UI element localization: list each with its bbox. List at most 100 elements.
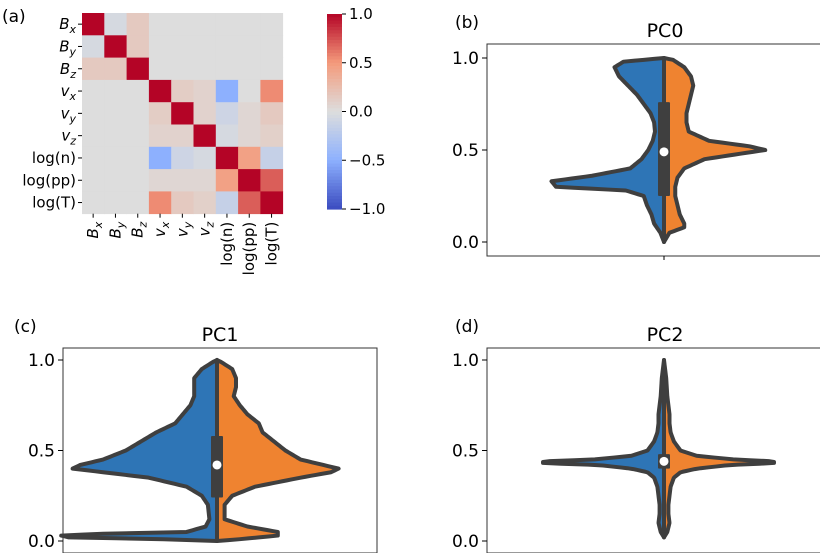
heatmap-cell bbox=[260, 102, 284, 125]
violin-panel-pc0: PC0 0.0 0.5 1.0 bbox=[452, 20, 820, 260]
heatmap-cell bbox=[260, 35, 284, 58]
colorbar-segment bbox=[327, 173, 342, 178]
heatmap-cell bbox=[260, 57, 284, 81]
heatmap-ytick-label: Bz bbox=[60, 60, 76, 81]
colorbar-tick-label: −0.5 bbox=[349, 151, 385, 169]
colorbar-segment bbox=[327, 14, 342, 18]
heatmap-cell bbox=[104, 79, 127, 103]
heatmap-cell bbox=[126, 57, 150, 81]
heatmap-cell bbox=[215, 35, 239, 58]
colorbar-segment bbox=[327, 147, 342, 152]
heatmap-cell bbox=[82, 124, 105, 148]
heatmap-cell bbox=[215, 13, 239, 36]
colorbar-segment bbox=[327, 23, 342, 28]
panel-label-c: (c) bbox=[14, 317, 37, 337]
violin-ytick-label: 0.0 bbox=[28, 532, 55, 552]
colorbar-segment bbox=[327, 82, 342, 87]
colorbar-segment bbox=[327, 127, 342, 132]
violin-median-dot bbox=[659, 456, 669, 466]
colorbar-segment bbox=[327, 101, 342, 106]
heatmap-xtick-label: log(T) bbox=[263, 222, 281, 266]
heatmap-cell bbox=[126, 102, 150, 125]
heatmap-cell bbox=[238, 124, 261, 148]
heatmap-cell bbox=[148, 191, 172, 215]
colorbar-segment bbox=[327, 163, 342, 168]
heatmap-cell bbox=[171, 79, 194, 103]
violin-title: PC2 bbox=[647, 324, 684, 346]
violin-ytick-label: 0.0 bbox=[452, 532, 479, 552]
violin-ytick-label: 1.0 bbox=[452, 351, 479, 371]
heatmap-cell bbox=[104, 124, 127, 148]
heatmap-cell bbox=[238, 191, 261, 215]
heatmap-cell bbox=[82, 169, 105, 192]
heatmap-cell bbox=[238, 79, 261, 103]
colorbar-tick-label: 1.0 bbox=[349, 5, 373, 23]
heatmap-xtick-label: vx bbox=[151, 221, 172, 237]
colorbar-segment bbox=[327, 176, 342, 181]
heatmap-cell bbox=[104, 13, 127, 36]
heatmap-cell bbox=[238, 102, 261, 125]
colorbar-segment bbox=[327, 111, 342, 116]
heatmap-cell bbox=[82, 79, 105, 103]
heatmap-xtick-label: By bbox=[106, 221, 127, 238]
heatmap-cell bbox=[126, 124, 150, 148]
heatmap-cell bbox=[104, 57, 127, 81]
heatmap-cell bbox=[193, 146, 217, 170]
heatmap-xtick-label: log(n) bbox=[218, 222, 236, 266]
heatmap-ytick-label: log(T) bbox=[32, 194, 76, 212]
heatmap-cell bbox=[148, 146, 172, 170]
heatmap-ytick-label: vy bbox=[61, 104, 77, 125]
heatmap-xtick-label: Bz bbox=[129, 221, 150, 237]
heatmap-cell bbox=[171, 191, 194, 215]
colorbar-segment bbox=[327, 56, 342, 61]
heatmap-cell bbox=[193, 35, 217, 58]
heatmap-cell bbox=[104, 35, 127, 58]
heatmap-cell bbox=[215, 146, 239, 170]
colorbar-segment bbox=[327, 124, 342, 129]
violin-ytick-label: 0.0 bbox=[452, 233, 479, 253]
violin-panel-pc1: PC1 0.0 0.5 1.0 bbox=[28, 324, 378, 553]
colorbar-segment bbox=[327, 79, 342, 83]
heatmap-cell bbox=[126, 191, 150, 215]
colorbar-segment bbox=[327, 40, 342, 44]
colorbar-segment bbox=[327, 114, 342, 119]
colorbar-segment bbox=[327, 121, 342, 126]
colorbar-segment bbox=[327, 30, 342, 35]
heatmap-cell bbox=[215, 102, 239, 125]
heatmap-cell bbox=[148, 124, 172, 148]
colorbar-segment bbox=[327, 98, 342, 103]
heatmap-ytick-label: By bbox=[59, 37, 76, 58]
violin-ytick-label: 0.5 bbox=[28, 442, 55, 462]
colorbar-tick-label: 0.5 bbox=[349, 54, 373, 72]
heatmap-cell bbox=[193, 124, 217, 148]
violin-left-half bbox=[549, 56, 666, 244]
heatmap-cell bbox=[126, 146, 150, 170]
colorbar-segment bbox=[327, 85, 342, 90]
heatmap-cell bbox=[171, 13, 194, 36]
heatmap-cell bbox=[215, 191, 239, 215]
heatmap-cell bbox=[171, 146, 194, 170]
colorbar-segment bbox=[327, 43, 342, 48]
violin-right-half bbox=[662, 358, 776, 540]
colorbar-segment bbox=[327, 179, 342, 184]
heatmap-cell bbox=[260, 79, 284, 103]
heatmap-ytick-label: log(pp) bbox=[22, 171, 76, 189]
panel-label-d: (d) bbox=[455, 317, 479, 337]
colorbar-segment bbox=[327, 36, 342, 41]
colorbar-segment bbox=[327, 62, 342, 67]
heatmap-cell bbox=[82, 191, 105, 215]
colorbar-segment bbox=[327, 95, 342, 100]
colorbar-segment bbox=[327, 53, 342, 57]
violin-ytick-label: 1.0 bbox=[452, 49, 479, 69]
colorbar-segment bbox=[327, 199, 342, 204]
heatmap-cell bbox=[104, 191, 127, 215]
heatmap-cell bbox=[260, 169, 284, 192]
colorbar-segment bbox=[327, 202, 342, 207]
heatmap-cell bbox=[171, 57, 194, 81]
colorbar-segment bbox=[327, 144, 342, 148]
violin-right-half bbox=[215, 358, 341, 543]
heatmap-cell bbox=[238, 169, 261, 192]
heatmap-xtick-label: log(pp) bbox=[240, 222, 258, 276]
colorbar-segment bbox=[327, 69, 342, 74]
